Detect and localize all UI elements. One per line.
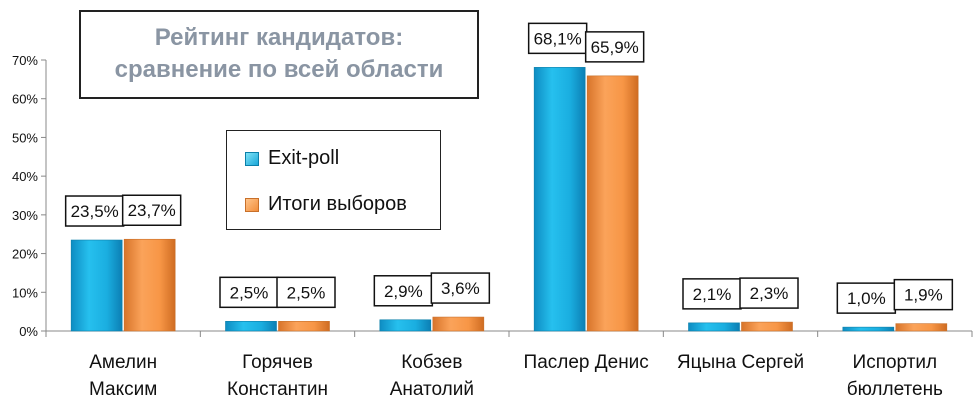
legend-swatch-exit-poll — [245, 151, 259, 166]
bar-results-2 — [432, 316, 485, 332]
bar-results-3 — [586, 75, 639, 332]
y-tick-label: 60% — [12, 92, 38, 107]
data-label: 68,1% — [534, 29, 582, 48]
chart-title: Рейтинг кандидатов: сравнение по всей об… — [79, 10, 479, 99]
chart-title-line-2: сравнение по всей области — [114, 56, 444, 83]
x-tick-label: бюллетень — [847, 379, 943, 400]
x-tick-label: Яцына Сергей — [677, 352, 804, 373]
bar-results-1 — [278, 321, 330, 332]
y-tick-label: 0% — [19, 324, 38, 339]
data-label-box — [64, 195, 125, 227]
x-tick-label: Кобзев — [401, 352, 462, 373]
data-label: 1,0% — [847, 289, 886, 308]
bar-exit-poll-2 — [379, 319, 432, 332]
data-label: 23,7% — [128, 201, 176, 220]
axes: 0% 10% 20% 30% 40% 50% 60% 70% — [12, 53, 973, 339]
data-label-box — [527, 22, 588, 55]
bar-exit-poll-5 — [842, 326, 895, 332]
x-tick-label: Анатолий — [390, 379, 474, 400]
y-tick-label: 10% — [12, 285, 38, 300]
bar-exit-poll-1 — [225, 321, 277, 332]
legend-label-results: Итоги выборов — [268, 193, 407, 215]
legend-item-results: Итоги выборов — [245, 193, 407, 216]
bar-exit-poll-3 — [533, 67, 586, 332]
data-label: 65,9% — [591, 38, 639, 57]
data-label-box — [836, 282, 897, 314]
data-label: 2,1% — [693, 285, 732, 304]
data-label-box — [893, 278, 954, 311]
data-label: 2,3% — [750, 284, 789, 303]
x-tick-label: Максим — [89, 379, 157, 400]
x-tick-label: Испортил — [853, 352, 938, 373]
y-tick-label: 70% — [12, 53, 38, 68]
bars-group — [70, 67, 948, 332]
y-tick-label: 20% — [12, 247, 38, 262]
data-label-box — [584, 31, 645, 63]
bar-results-0 — [123, 238, 176, 332]
y-tick-label: 50% — [12, 130, 38, 145]
legend-swatch-results — [245, 197, 259, 212]
chart-title-line-1: Рейтинг кандидатов: — [154, 24, 404, 51]
legend: Exit-poll Итоги выборов — [226, 130, 441, 230]
y-tick-label: 40% — [12, 169, 38, 184]
x-tick-label: Горячев — [242, 352, 313, 373]
x-axis-labels: Амелин Максим Горячев Константин Кобзев Анато… — [89, 352, 943, 400]
data-label-box — [682, 278, 742, 310]
data-label: 23,5% — [71, 202, 119, 221]
data-label-box — [739, 277, 799, 309]
data-label: 2,9% — [384, 282, 423, 301]
data-label: 1,9% — [904, 286, 943, 305]
x-tick-label: Амелин — [89, 352, 157, 373]
bar-results-5 — [895, 323, 948, 332]
legend-item-exit-poll: Exit-poll — [245, 147, 339, 170]
data-label-box — [430, 272, 491, 304]
data-label: 3,6% — [441, 279, 480, 298]
bar-exit-poll-4 — [688, 322, 740, 332]
bar-results-4 — [741, 321, 793, 332]
bar-exit-poll-0 — [70, 239, 123, 332]
data-labels-group: 23,5% 23,7% 2,5% 2,5% 2,9% 3,6% 68,1% 65,9% 2,1%… — [64, 22, 954, 314]
x-tick-label: Константин — [227, 379, 328, 400]
data-label-box — [276, 276, 336, 309]
x-tick-label: Паслер Денис — [524, 352, 649, 373]
legend-label-exit-poll: Exit-poll — [268, 147, 340, 169]
data-label: 2,5% — [287, 283, 326, 302]
data-label: 2,5% — [230, 283, 269, 302]
y-tick-label: 30% — [12, 208, 38, 223]
data-label-box — [121, 194, 182, 226]
